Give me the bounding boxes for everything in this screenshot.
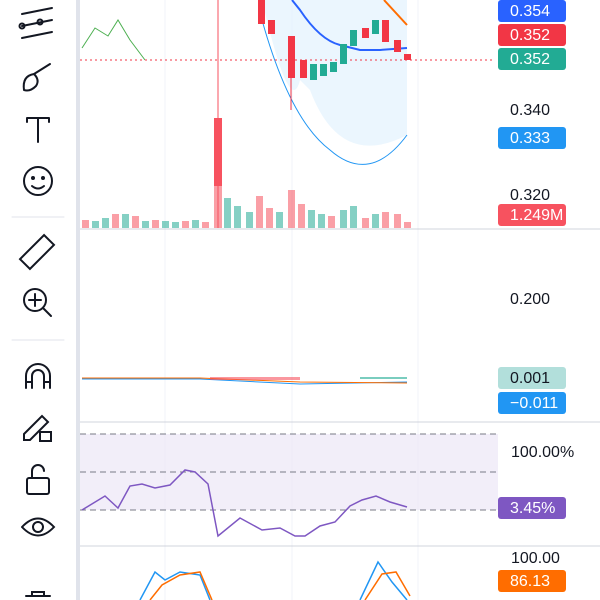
lock-drawings[interactable] <box>23 414 52 442</box>
price-badge: 0.352 <box>498 48 566 70</box>
axis-label: 0.340 <box>510 102 550 119</box>
price-badges: 0.354 0.352 0.352 0.333 1.249M 0.001 −0.011 3.4… <box>498 0 566 592</box>
badge-background <box>498 127 566 149</box>
badge-text: 0.333 <box>510 130 550 147</box>
badge-text: 86.13 <box>510 573 550 590</box>
visibility-tool[interactable] <box>21 517 56 537</box>
text-tool[interactable] <box>26 117 50 143</box>
price-badge: −0.011 <box>498 392 566 414</box>
badge-background <box>498 392 566 414</box>
magnet-tool[interactable] <box>25 363 51 389</box>
zoom-tool[interactable] <box>23 288 52 317</box>
price-badge: 0.001 <box>498 367 566 389</box>
badge-background <box>498 570 566 592</box>
badge-text: 0.352 <box>510 27 550 44</box>
stoch-k <box>139 560 408 600</box>
volume-bars <box>82 184 411 228</box>
badge-background <box>498 48 566 70</box>
badge-background <box>498 0 566 22</box>
bollinger-upper <box>383 0 408 26</box>
rsi-band <box>80 434 498 510</box>
histogram <box>210 377 300 380</box>
price-badge: 0.354 <box>498 0 566 22</box>
delete-tool[interactable] <box>25 591 51 597</box>
price-badge: 86.13 <box>498 570 566 592</box>
axis-label: 0.200 <box>510 291 550 308</box>
axis-label: 100.00 <box>511 550 560 567</box>
badge-background <box>498 497 566 519</box>
axis-label: 100.00% <box>511 444 574 461</box>
price-badge: 0.333 <box>498 127 566 149</box>
price-axis: 0.340 0.320 0.200 100.00% 100.00 <box>510 102 574 567</box>
moving-average <box>291 0 408 51</box>
badge-text: 1.249M <box>510 207 563 224</box>
brush-tool[interactable] <box>22 63 51 92</box>
pane-dividers <box>80 228 600 547</box>
badge-text: 0.352 <box>510 51 550 68</box>
indicator-line <box>81 19 146 61</box>
stoch-d <box>149 571 411 600</box>
badge-text: −0.011 <box>510 395 558 412</box>
bollinger-fill <box>262 0 407 146</box>
ruler-tool[interactable] <box>18 233 56 271</box>
price-badge: 1.249M <box>498 204 566 226</box>
rsi-line <box>81 469 408 538</box>
bollinger-lower <box>261 19 408 165</box>
histogram <box>360 377 407 379</box>
badge-background <box>498 204 566 226</box>
axis-label: 0.320 <box>510 187 550 204</box>
badge-background <box>498 24 566 46</box>
badge-background <box>498 367 566 389</box>
unlock-tool[interactable] <box>26 464 50 495</box>
price-badge: 3.45% <box>498 497 566 519</box>
emoji-tool[interactable] <box>23 166 53 196</box>
badge-text: 0.001 <box>510 370 550 387</box>
badge-text: 3.45% <box>510 500 555 517</box>
toolbar <box>11 7 65 597</box>
trend-tools[interactable] <box>18 7 53 39</box>
badge-text: 0.354 <box>510 3 550 20</box>
price-badge: 0.352 <box>498 24 566 46</box>
